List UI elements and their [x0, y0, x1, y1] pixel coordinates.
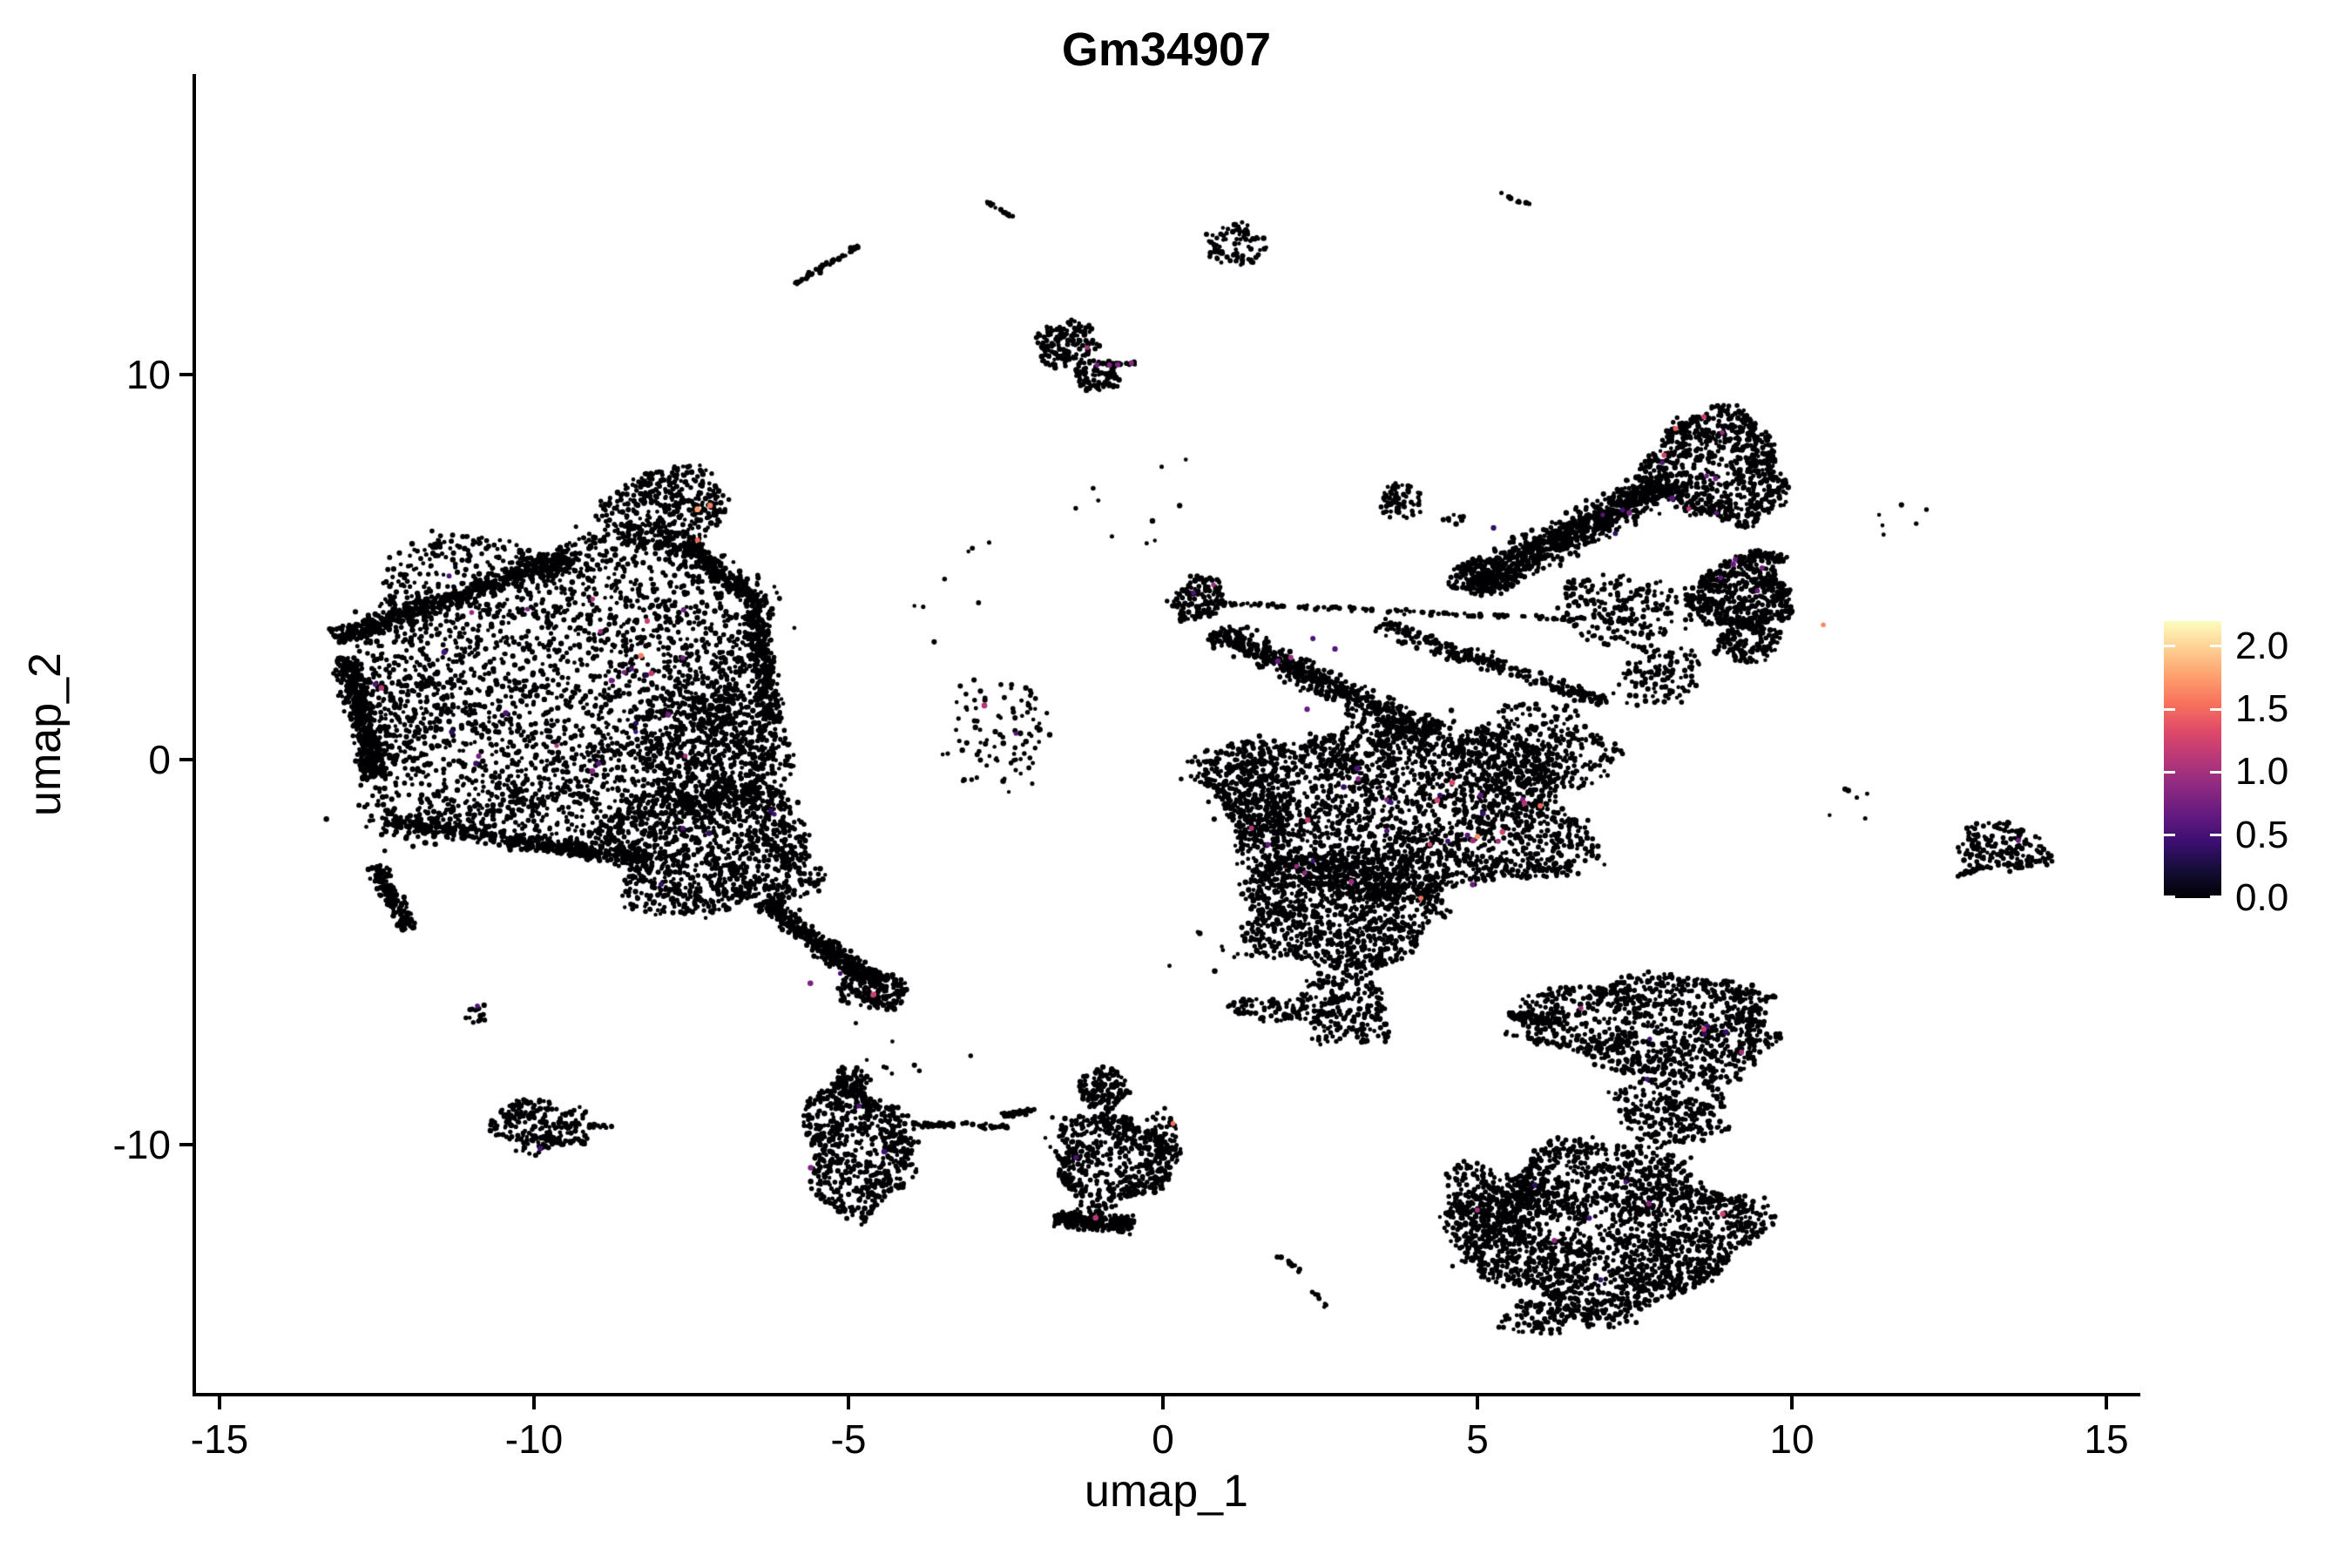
chart-title: Gm34907 [1061, 24, 1272, 76]
legend-tick-mark [2210, 896, 2221, 898]
legend-tick-mark [2164, 707, 2175, 711]
y-tick-mark [179, 758, 193, 761]
x-tick-label: 5 [1466, 1416, 1489, 1462]
legend-colorbar [2164, 621, 2221, 898]
x-tick-label: 0 [1152, 1416, 1174, 1462]
x-tick-label: -15 [190, 1416, 249, 1462]
x-tick-mark [1476, 1396, 1479, 1409]
legend-tick-mark [2210, 645, 2221, 648]
legend-tick-mark [2210, 834, 2221, 837]
y-tick-label: 0 [148, 737, 171, 782]
x-tick-mark [1161, 1396, 1165, 1409]
y-tick-label: 10 [125, 352, 171, 397]
x-tick-mark [1790, 1396, 1794, 1409]
legend-tick-label: 2.0 [2235, 624, 2289, 667]
legend-tick-mark [2210, 707, 2221, 711]
x-tick-mark [2105, 1396, 2108, 1409]
legend-tick-mark [2164, 834, 2175, 837]
x-tick-label: 10 [1769, 1416, 1815, 1462]
x-tick-label: -10 [504, 1416, 564, 1462]
x-axis-title: umap_1 [1085, 1466, 1248, 1517]
x-tick-mark [218, 1396, 221, 1409]
x-tick-mark [532, 1396, 536, 1409]
x-axis-line [193, 1393, 2140, 1396]
x-tick-mark [847, 1396, 850, 1409]
legend-tick-mark [2164, 770, 2175, 774]
y-tick-label: -10 [112, 1122, 171, 1167]
x-tick-label: -5 [830, 1416, 867, 1462]
x-tick-label: 15 [2084, 1416, 2129, 1462]
legend-tick-mark [2164, 645, 2175, 648]
legend-tick-label: 0.0 [2235, 876, 2289, 919]
y-tick-mark [179, 1143, 193, 1146]
legend-tick-label: 0.5 [2235, 813, 2289, 856]
y-tick-mark [179, 373, 193, 376]
legend-tick-label: 1.5 [2235, 687, 2289, 731]
legend-tick-label: 1.0 [2235, 750, 2289, 794]
legend-tick-mark [2210, 770, 2221, 774]
y-axis-title: umap_2 [20, 652, 71, 816]
y-axis-line [193, 74, 196, 1396]
legend-tick-mark [2164, 896, 2175, 898]
